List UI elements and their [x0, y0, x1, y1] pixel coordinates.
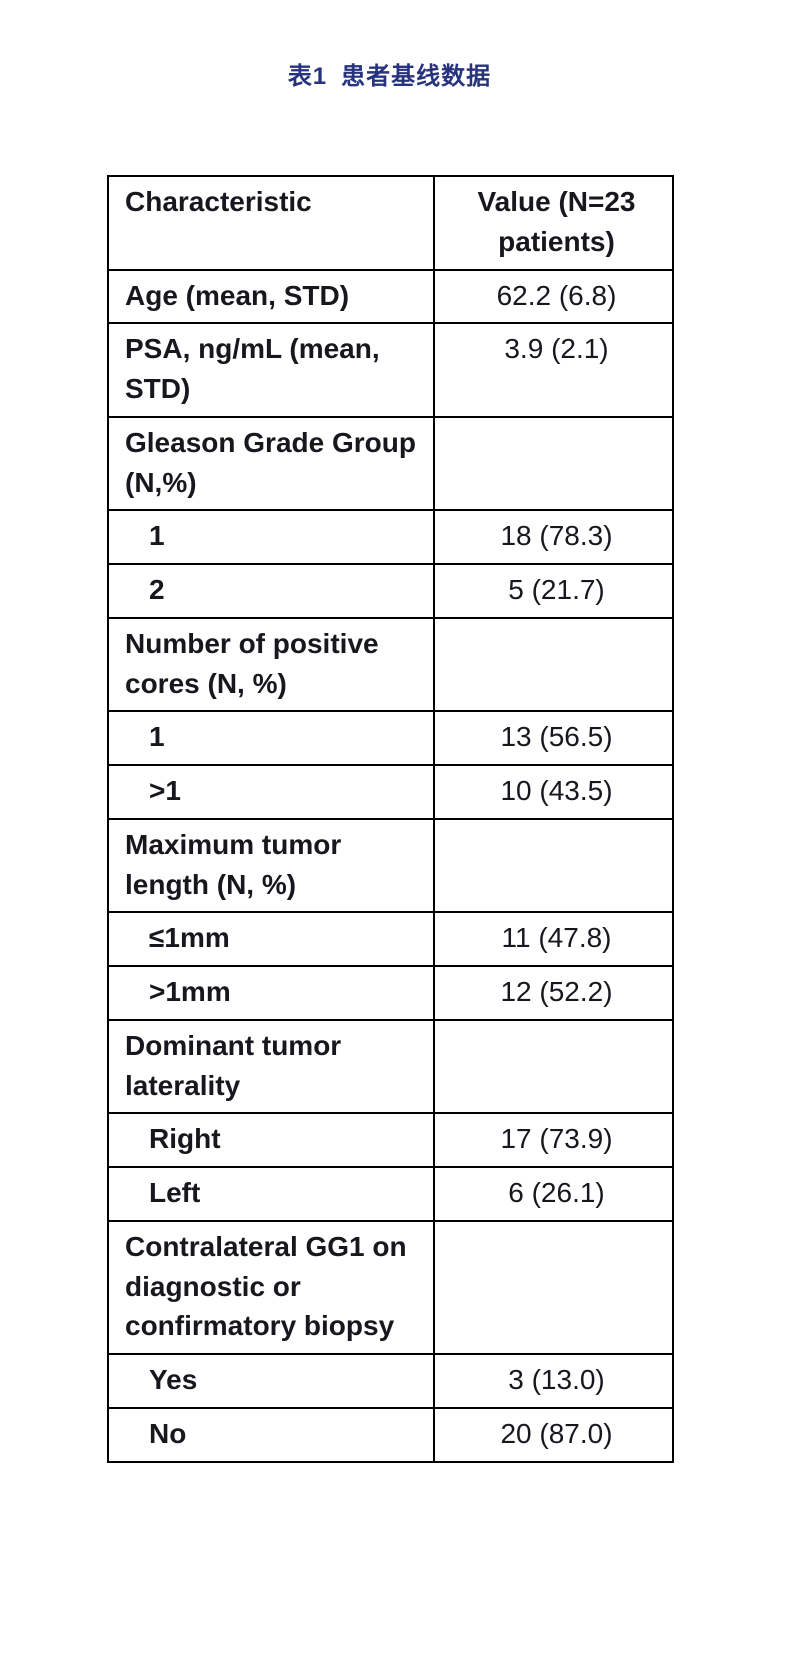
table-row: Maximum tumor length (N, %)	[107, 817, 674, 914]
characteristic-cell: Contralateral GG1 on diagnostic or confi…	[107, 1219, 435, 1356]
table-row: Dominant tumor laterality	[107, 1018, 674, 1115]
characteristic-cell: Gleason Grade Group (N,%)	[107, 415, 435, 512]
value-cell	[433, 817, 674, 914]
characteristic-cell: No	[107, 1406, 435, 1463]
table-caption-number: 表1	[287, 63, 328, 90]
table-row: Age (mean, STD) 62.2 (6.8)	[107, 268, 674, 325]
table-caption: 表1 患者基线数据	[107, 56, 672, 91]
baseline-characteristics-table: Characteristic Value (N=23 patients) Age…	[107, 175, 674, 1463]
column-header-value: Value (N=23 patients)	[433, 175, 674, 271]
value-cell: 10 (43.5)	[433, 764, 674, 820]
table-row: >1 10 (43.5)	[107, 764, 674, 820]
table-row: Contralateral GG1 on diagnostic or confi…	[107, 1219, 674, 1356]
table-row: 1 18 (78.3)	[107, 509, 674, 565]
table-row: Right 17 (73.9)	[107, 1112, 674, 1168]
value-cell: 13 (56.5)	[433, 710, 674, 766]
characteristic-cell: >1mm	[107, 965, 435, 1021]
value-cell	[433, 1219, 674, 1356]
characteristic-cell: PSA, ng/mL (mean, STD)	[107, 322, 435, 418]
table-row: No 20 (87.0)	[107, 1406, 674, 1463]
characteristic-cell: Right	[107, 1112, 435, 1168]
characteristic-cell: 1	[107, 509, 435, 565]
table-row: PSA, ng/mL (mean, STD) 3.9 (2.1)	[107, 322, 674, 418]
value-cell: 11 (47.8)	[433, 911, 674, 967]
table-row: Gleason Grade Group (N,%)	[107, 415, 674, 512]
value-cell: 18 (78.3)	[433, 509, 674, 565]
table-row: >1mm 12 (52.2)	[107, 965, 674, 1021]
value-cell: 62.2 (6.8)	[433, 268, 674, 325]
value-cell	[433, 415, 674, 512]
value-cell: 3.9 (2.1)	[433, 322, 674, 418]
table-body: Age (mean, STD) 62.2 (6.8) PSA, ng/mL (mea…	[107, 268, 674, 1463]
table-row: Number of positive cores (N, %)	[107, 616, 674, 713]
characteristic-cell: >1	[107, 764, 435, 820]
characteristic-cell: Number of positive cores (N, %)	[107, 616, 435, 713]
value-cell: 12 (52.2)	[433, 965, 674, 1021]
characteristic-cell: Left	[107, 1166, 435, 1222]
value-cell: 5 (21.7)	[433, 563, 674, 619]
characteristic-cell: Yes	[107, 1353, 435, 1409]
characteristic-cell: Age (mean, STD)	[107, 268, 435, 325]
characteristic-cell: ≤1mm	[107, 911, 435, 967]
table-header-row: Characteristic Value (N=23 patients)	[107, 175, 674, 271]
characteristic-cell: Maximum tumor length (N, %)	[107, 817, 435, 914]
column-header-characteristic: Characteristic	[107, 175, 435, 271]
value-cell: 6 (26.1)	[433, 1166, 674, 1222]
table-row: 1 13 (56.5)	[107, 710, 674, 766]
table-caption-text: 患者基线数据	[341, 63, 492, 90]
value-cell: 3 (13.0)	[433, 1353, 674, 1409]
value-cell: 17 (73.9)	[433, 1112, 674, 1168]
value-cell: 20 (87.0)	[433, 1406, 674, 1463]
value-cell	[433, 616, 674, 713]
characteristic-cell: 2	[107, 563, 435, 619]
value-cell	[433, 1018, 674, 1115]
table-row: ≤1mm 11 (47.8)	[107, 911, 674, 967]
characteristic-cell: Dominant tumor laterality	[107, 1018, 435, 1115]
document-page: 表1 患者基线数据 Characteristic Value (N=23 pati…	[0, 56, 800, 1668]
table-row: Left 6 (26.1)	[107, 1166, 674, 1222]
table-row: Yes 3 (13.0)	[107, 1353, 674, 1409]
characteristic-cell: 1	[107, 710, 435, 766]
